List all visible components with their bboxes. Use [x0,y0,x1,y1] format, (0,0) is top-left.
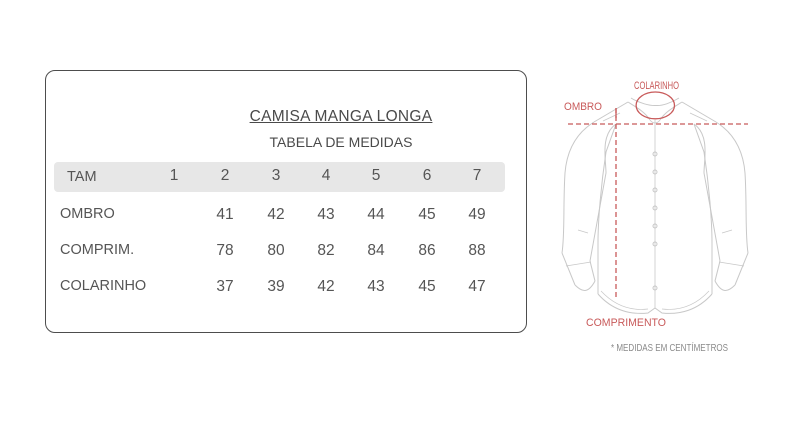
svg-text:COLARINHO: COLARINHO [634,80,679,92]
svg-text:* MEDIDAS EM CENTÍMETROS: * MEDIDAS EM CENTÍMETROS [611,341,728,354]
svg-text:OMBRO: OMBRO [564,101,602,113]
svg-text:COMPRIMENTO: COMPRIMENTO [586,317,666,329]
